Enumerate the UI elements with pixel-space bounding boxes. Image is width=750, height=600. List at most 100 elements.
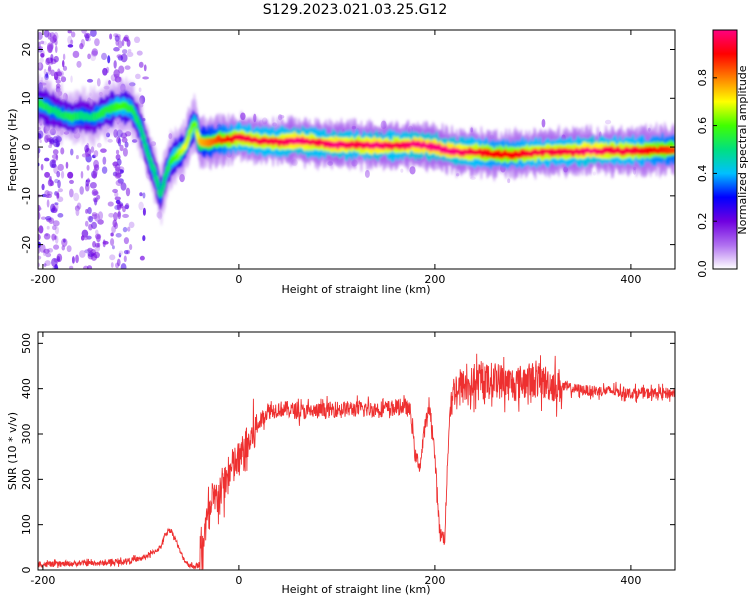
spectrogram-noise-blob <box>142 76 149 80</box>
spectrogram-noise-blob <box>112 161 119 167</box>
spectrogram-noise-blob <box>138 61 144 68</box>
spectrogram-noise-blob <box>604 119 612 125</box>
spectrogram-noise-blob <box>47 65 52 72</box>
spectrogram-noise-blob <box>364 169 370 178</box>
spectrogram-noise-blob <box>142 235 146 242</box>
spectrogram-noise-blob <box>96 142 102 148</box>
spectrogram-noise-blob <box>61 245 66 251</box>
spectrogram-noise-blob <box>120 263 127 269</box>
spectrogram-noise-blob <box>107 201 114 207</box>
spectrogram-noise-blob <box>57 213 64 218</box>
spectrogram-noise-blob <box>138 87 142 93</box>
spectrogram-noise-blob <box>123 250 129 255</box>
spectrogram-noise-blob <box>44 171 51 178</box>
x-tick-label: 0 <box>235 574 242 587</box>
spectrogram-noise-blob <box>113 60 117 69</box>
spectrogram-noise-blob <box>96 194 101 200</box>
colorbar-tick-label: 0.2 <box>696 212 709 230</box>
snr-y-ticks: 0 100 200 300 400 500 <box>20 333 675 574</box>
spectrogram-noise-blob <box>57 163 64 172</box>
spectrogram-noise-blob <box>45 57 50 66</box>
spectrogram-noise-blob <box>75 208 80 217</box>
spectrogram-ridge-cell <box>195 131 201 141</box>
spectrogram-noise-blob <box>69 265 74 269</box>
spectrogram-noise-blob <box>122 213 129 219</box>
spectrogram-noise-blob <box>39 57 44 63</box>
spectrogram-noise-blob <box>88 215 93 223</box>
spectrogram-noise-blob <box>128 221 135 229</box>
spectrogram-noise-blob <box>60 147 65 155</box>
x-tick-label: 200 <box>424 273 445 286</box>
spectrogram-noise-blob <box>129 243 133 251</box>
spectrogram-noise-blob <box>136 50 143 56</box>
spectrogram-noise-blob <box>40 53 45 58</box>
spectrogram-noise-blob <box>54 45 58 54</box>
y-tick-label: 400 <box>20 378 33 399</box>
spectrogram-noise-blob <box>76 60 82 68</box>
spectrogram-noise-blob <box>92 167 98 177</box>
spectrogram-y-label: Frequency (Hz) <box>6 109 19 192</box>
spectrogram-noise-blob <box>85 208 89 214</box>
spectrogram-noise-blob <box>56 255 61 262</box>
spectrogram-noise-blob <box>97 242 101 248</box>
spectrogram-noise-blob <box>52 220 60 227</box>
spectrogram-noise-blob <box>43 263 47 267</box>
spectrogram-noise-blob <box>53 55 59 63</box>
spectrogram-noise-blob <box>38 133 42 139</box>
spectrogram-ridge-cell <box>672 146 675 154</box>
spectrogram-noise-blob <box>119 144 124 152</box>
spectrogram-noise-blob <box>85 33 90 42</box>
spectrogram-noise-blob <box>38 41 41 49</box>
spectrogram-noise-blob <box>91 214 98 220</box>
spectrogram-noise-blob <box>38 46 43 50</box>
spectrogram-noise-blob <box>67 171 74 179</box>
spectrogram-noise-blob <box>279 114 285 119</box>
spectrogram-noise-blob <box>60 170 65 179</box>
spectrogram-noise-blob <box>126 51 134 58</box>
spectrogram-noise-blob <box>400 168 404 173</box>
colorbar-tick-label: 0.4 <box>696 165 709 183</box>
snr-x-label: Height of straight line (km) <box>281 583 430 596</box>
x-tick-label: 200 <box>424 574 445 587</box>
spectrogram-noise-blob <box>73 192 80 202</box>
spectrogram-noise-blob <box>96 234 101 243</box>
snr-y-label: SNR (10 * v/v) <box>6 412 19 490</box>
spectrogram-noise-blob <box>120 182 127 191</box>
spectrogram-noise-blob <box>47 32 52 40</box>
spectrogram-noise-blob <box>114 196 121 201</box>
spectrogram-noise-blob <box>86 265 93 269</box>
spectrogram-noise-blob <box>52 225 57 231</box>
spectrogram-noise-blob <box>90 30 97 37</box>
spectrogram-noise-blob <box>75 254 79 264</box>
spectrogram-noise-blob <box>91 48 98 56</box>
spectrogram-noise-blob <box>38 130 44 139</box>
spectrogram-noise-blob <box>43 68 47 76</box>
spectrogram-noise-blob <box>45 216 52 221</box>
spectrogram-noise-blob <box>46 225 50 230</box>
spectrogram-noise-blob <box>541 118 546 128</box>
snr-plot-area <box>38 332 675 570</box>
spectrogram-noise-blob <box>54 235 57 240</box>
spectrogram-noise-blob <box>48 44 53 53</box>
spectrogram-noise-blob <box>123 36 129 42</box>
spectrogram-noise-blob <box>38 255 42 260</box>
spectrogram-noise-blob <box>139 255 145 261</box>
spectrogram-noise-blob <box>126 39 131 47</box>
spectrogram-noise-blob <box>135 73 141 80</box>
spectrogram-noise-blob <box>50 69 55 77</box>
spectrogram-noise-blob <box>93 150 99 158</box>
spectrogram-noise-blob <box>123 255 127 263</box>
spectrogram-noise-blob <box>62 53 66 61</box>
spectrogram-noise-blob <box>95 229 99 235</box>
spectrogram-noise-blob <box>107 138 113 143</box>
spectrogram-noise-blob <box>111 245 115 250</box>
spectrogram-noise-blob <box>115 179 123 187</box>
spectrogram-noise-blob <box>53 244 60 250</box>
spectrogram-noise-blob <box>91 189 98 197</box>
spectrogram-noise-blob <box>49 139 55 145</box>
spectrogram-noise-blob <box>79 250 86 258</box>
spectrogram-noise-blob <box>107 55 111 64</box>
spectrogram-x-ticks: -200 0 200 400 <box>30 30 641 286</box>
spectrogram-ridge-cell <box>152 166 157 177</box>
spectrogram-noise-blob <box>110 232 114 237</box>
